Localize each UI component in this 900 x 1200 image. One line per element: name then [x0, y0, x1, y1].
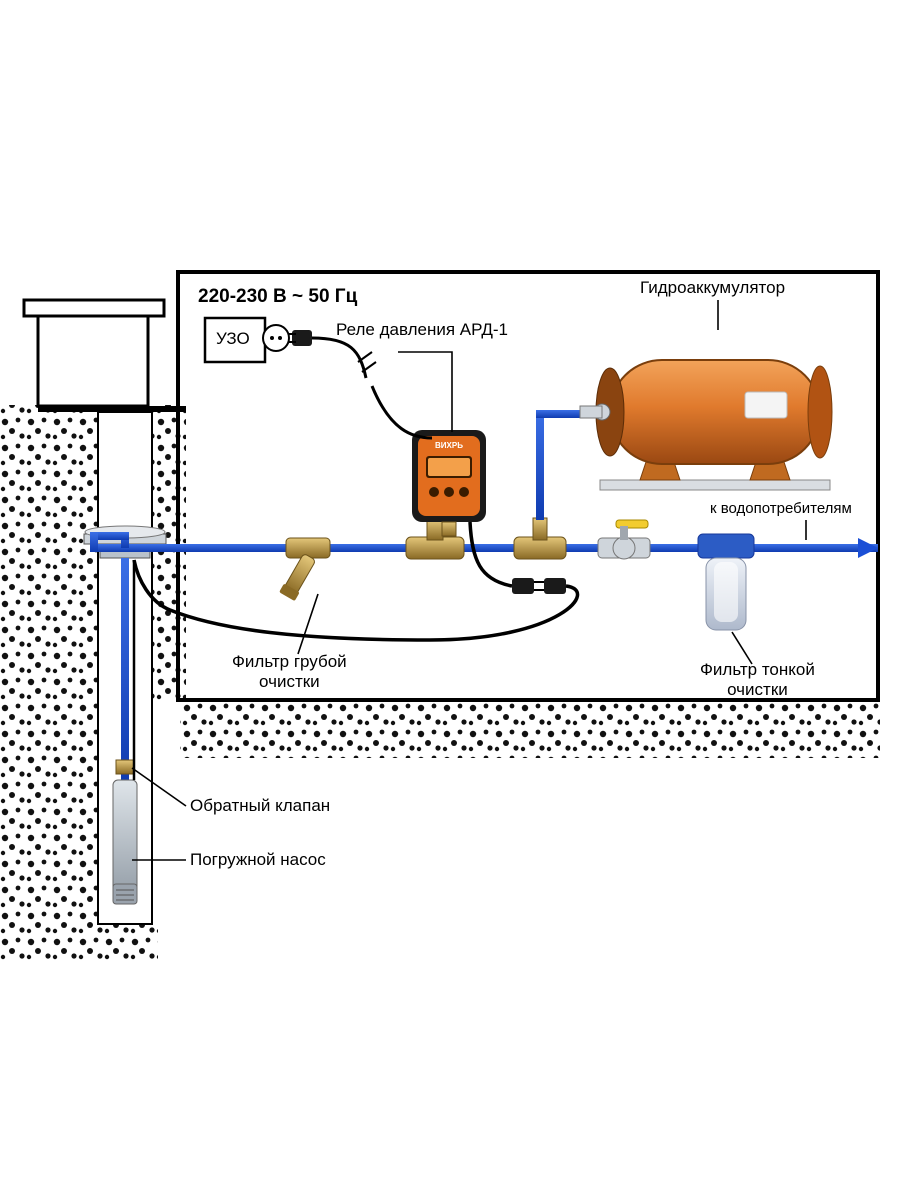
- pipe-vertical: [121, 558, 129, 780]
- relay-label: Реле давления АРД-1: [336, 320, 508, 340]
- to-consumers-label: к водопотребителям: [710, 500, 852, 517]
- pump-label: Погружной насос: [190, 850, 326, 870]
- diagram-canvas: ВИХРЬ: [0, 0, 900, 1200]
- coarse-filter-l1: Фильтр грубой: [232, 652, 347, 671]
- check-valve: [116, 760, 134, 774]
- fine-filter-l1: Фильтр тонкой: [700, 660, 815, 679]
- pipe-elbow-v: [90, 532, 98, 552]
- svg-text:ВИХРЬ: ВИХРЬ: [435, 441, 463, 450]
- relay-output-cable: [134, 522, 578, 640]
- pressure-relay: ВИХРЬ: [412, 430, 486, 536]
- pipe-to-tank: [536, 410, 592, 520]
- check-valve-label: Обратный клапан: [190, 796, 330, 816]
- tee-accumulator: [514, 518, 566, 559]
- uzo-label: УЗО: [216, 329, 250, 349]
- plug-to-relay: [289, 330, 432, 438]
- outlet-icon: [263, 325, 289, 351]
- coarse-filter-l2: очистки: [259, 672, 320, 691]
- ball-valve: [598, 520, 650, 559]
- wellhead: [24, 300, 186, 412]
- fine-filter: [698, 534, 754, 630]
- accumulator-tank: [580, 360, 832, 490]
- diagram-svg: ВИХРЬ: [0, 0, 900, 1200]
- coarse-filter: [279, 538, 330, 601]
- power-spec-label: 220-230 В ~ 50 Гц: [198, 286, 357, 308]
- fine-filter-l2: очистки: [727, 680, 788, 699]
- submersible-pump: [113, 780, 137, 904]
- coarse-filter-label: Фильтр грубой очистки: [232, 652, 347, 691]
- accumulator-label: Гидроаккумулятор: [640, 278, 785, 298]
- fine-filter-label: Фильтр тонкой очистки: [700, 660, 815, 699]
- pipe-main: [90, 538, 878, 558]
